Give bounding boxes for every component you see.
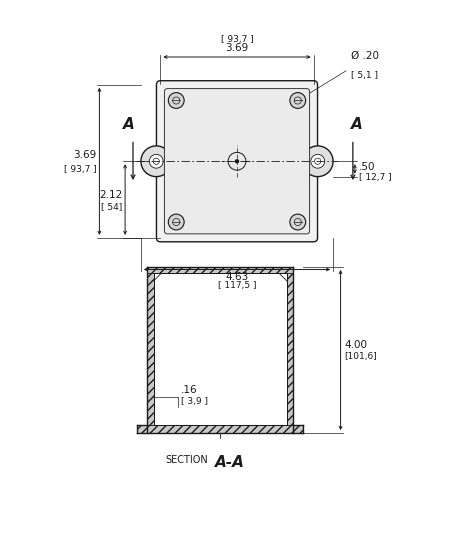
- Text: [ 93,7 ]: [ 93,7 ]: [220, 35, 254, 44]
- Circle shape: [149, 155, 163, 168]
- Circle shape: [290, 214, 306, 230]
- Text: 3.69: 3.69: [225, 43, 249, 53]
- Text: [ 54]: [ 54]: [101, 202, 122, 211]
- Bar: [147, 267, 154, 425]
- Circle shape: [290, 93, 306, 109]
- Bar: [154, 273, 287, 425]
- Circle shape: [168, 214, 184, 230]
- Bar: [147, 267, 293, 273]
- Bar: [137, 425, 303, 433]
- Circle shape: [141, 146, 172, 177]
- FancyBboxPatch shape: [164, 89, 310, 234]
- Text: [ 3,9 ]: [ 3,9 ]: [181, 398, 208, 407]
- Text: A: A: [123, 117, 135, 132]
- Text: Ø .20: Ø .20: [351, 51, 379, 61]
- Text: 4.00: 4.00: [345, 340, 367, 350]
- Text: [ 5,1 ]: [ 5,1 ]: [351, 71, 378, 80]
- Text: 4.63: 4.63: [225, 272, 249, 282]
- Circle shape: [168, 93, 184, 109]
- Text: A-A: A-A: [215, 455, 245, 470]
- Text: [ 12,7 ]: [ 12,7 ]: [359, 173, 392, 182]
- Text: .50: .50: [359, 162, 375, 172]
- FancyBboxPatch shape: [156, 81, 318, 242]
- Text: 3.69: 3.69: [73, 150, 96, 160]
- Circle shape: [236, 160, 238, 163]
- Text: A: A: [351, 117, 363, 132]
- Text: 2.12: 2.12: [99, 189, 122, 200]
- Text: [ 93,7 ]: [ 93,7 ]: [64, 165, 96, 174]
- Circle shape: [311, 155, 325, 168]
- Text: SECTION: SECTION: [165, 455, 209, 465]
- Text: .16: .16: [181, 386, 198, 395]
- Circle shape: [302, 146, 333, 177]
- Text: [101,6]: [101,6]: [345, 353, 377, 362]
- Bar: [287, 267, 293, 425]
- Text: [ 117,5 ]: [ 117,5 ]: [218, 281, 256, 291]
